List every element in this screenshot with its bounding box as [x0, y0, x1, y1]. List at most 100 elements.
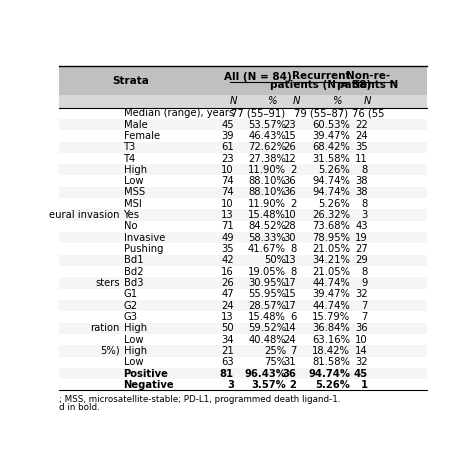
Text: 21.05%: 21.05% — [312, 267, 350, 277]
Text: N: N — [364, 96, 372, 106]
Text: %: % — [267, 96, 277, 106]
Text: 81.58%: 81.58% — [312, 357, 350, 367]
Text: 10: 10 — [221, 165, 234, 175]
Text: 78.95%: 78.95% — [312, 233, 350, 243]
Text: 8: 8 — [362, 267, 368, 277]
Text: 26: 26 — [221, 278, 234, 288]
Text: 17: 17 — [283, 278, 296, 288]
Text: 94.74%: 94.74% — [312, 188, 350, 198]
Text: 40.48%: 40.48% — [248, 335, 286, 345]
Text: 11.90%: 11.90% — [248, 199, 286, 209]
Text: 94.74%: 94.74% — [312, 176, 350, 186]
FancyBboxPatch shape — [59, 300, 427, 311]
Text: Invasive: Invasive — [124, 233, 165, 243]
Text: ; MSS, microsatellite-stable; PD-L1, programmed death ligand-1.: ; MSS, microsatellite-stable; PD-L1, pro… — [59, 395, 341, 404]
Text: 5.26%: 5.26% — [319, 165, 350, 175]
Text: 11: 11 — [355, 154, 368, 164]
FancyBboxPatch shape — [59, 368, 427, 379]
Text: 15: 15 — [283, 131, 296, 141]
Text: 13: 13 — [221, 210, 234, 220]
FancyBboxPatch shape — [59, 255, 427, 266]
Text: 28: 28 — [283, 221, 296, 231]
Text: 14: 14 — [355, 346, 368, 356]
Text: Bd2: Bd2 — [124, 267, 143, 277]
Text: 63.16%: 63.16% — [312, 335, 350, 345]
Text: Recurrent: Recurrent — [292, 71, 350, 81]
Text: Male: Male — [124, 119, 147, 129]
Text: 3.57%: 3.57% — [251, 380, 286, 390]
Text: 13: 13 — [221, 312, 234, 322]
Text: 14: 14 — [283, 323, 296, 333]
Text: 74: 74 — [221, 176, 234, 186]
FancyBboxPatch shape — [59, 323, 427, 334]
FancyBboxPatch shape — [59, 130, 427, 142]
Text: 23: 23 — [283, 119, 296, 129]
Text: 25%: 25% — [264, 346, 286, 356]
Text: Yes: Yes — [124, 210, 139, 220]
Text: 24: 24 — [355, 131, 368, 141]
Text: 24: 24 — [221, 301, 234, 310]
Text: 39.47%: 39.47% — [312, 131, 350, 141]
Text: 74: 74 — [221, 188, 234, 198]
Text: 27: 27 — [355, 244, 368, 254]
Text: 77 (55–91): 77 (55–91) — [230, 108, 285, 118]
Text: 19.05%: 19.05% — [248, 267, 286, 277]
FancyBboxPatch shape — [59, 153, 427, 164]
Text: 88.10%: 88.10% — [248, 176, 286, 186]
Text: 8: 8 — [362, 199, 368, 209]
FancyBboxPatch shape — [59, 289, 427, 300]
Text: %: % — [332, 96, 341, 106]
Text: N: N — [230, 96, 237, 106]
Text: 26.32%: 26.32% — [312, 210, 350, 220]
FancyBboxPatch shape — [59, 164, 427, 175]
Text: 36: 36 — [283, 188, 296, 198]
Text: 23: 23 — [221, 154, 234, 164]
Text: Negative: Negative — [124, 380, 174, 390]
Text: 49: 49 — [221, 233, 234, 243]
Text: 5.26%: 5.26% — [315, 380, 350, 390]
FancyBboxPatch shape — [59, 66, 427, 95]
Text: 73.68%: 73.68% — [312, 221, 350, 231]
Text: 12: 12 — [283, 154, 296, 164]
Text: 28.57%: 28.57% — [248, 301, 286, 310]
Text: Female: Female — [124, 131, 160, 141]
Text: All (N = 84): All (N = 84) — [224, 72, 292, 82]
Text: 5.26%: 5.26% — [319, 199, 350, 209]
Text: T3: T3 — [124, 142, 136, 152]
Text: 42: 42 — [221, 255, 234, 265]
FancyBboxPatch shape — [59, 198, 427, 210]
Text: 58.33%: 58.33% — [248, 233, 286, 243]
Text: 45: 45 — [221, 119, 234, 129]
FancyBboxPatch shape — [59, 175, 427, 187]
Text: N: N — [292, 96, 300, 106]
Text: Strata: Strata — [112, 76, 149, 86]
Text: 15.79%: 15.79% — [312, 312, 350, 322]
Text: 7: 7 — [362, 301, 368, 310]
Text: 1: 1 — [361, 380, 368, 390]
Text: 68.42%: 68.42% — [312, 142, 350, 152]
Text: High: High — [124, 165, 146, 175]
Text: 10: 10 — [355, 335, 368, 345]
Text: 96.43%: 96.43% — [244, 368, 286, 379]
Text: Pushing: Pushing — [124, 244, 163, 254]
Text: 84.52%: 84.52% — [248, 221, 286, 231]
Text: 61: 61 — [221, 142, 234, 152]
Text: 43: 43 — [356, 221, 368, 231]
Text: 31: 31 — [283, 357, 296, 367]
Text: patients N: patients N — [337, 80, 399, 90]
Text: 35: 35 — [355, 142, 368, 152]
Text: 7: 7 — [290, 346, 296, 356]
Text: 59.52%: 59.52% — [248, 323, 286, 333]
FancyBboxPatch shape — [59, 221, 427, 232]
Text: eural invasion: eural invasion — [49, 210, 120, 220]
Text: 32: 32 — [355, 357, 368, 367]
Text: ration: ration — [91, 323, 120, 333]
Text: 29: 29 — [355, 255, 368, 265]
Text: 60.53%: 60.53% — [312, 119, 350, 129]
FancyBboxPatch shape — [59, 311, 427, 323]
Text: 32: 32 — [355, 289, 368, 299]
Text: Low: Low — [124, 335, 143, 345]
Text: 21.05%: 21.05% — [312, 244, 350, 254]
Text: High: High — [124, 346, 146, 356]
Text: 19: 19 — [355, 233, 368, 243]
